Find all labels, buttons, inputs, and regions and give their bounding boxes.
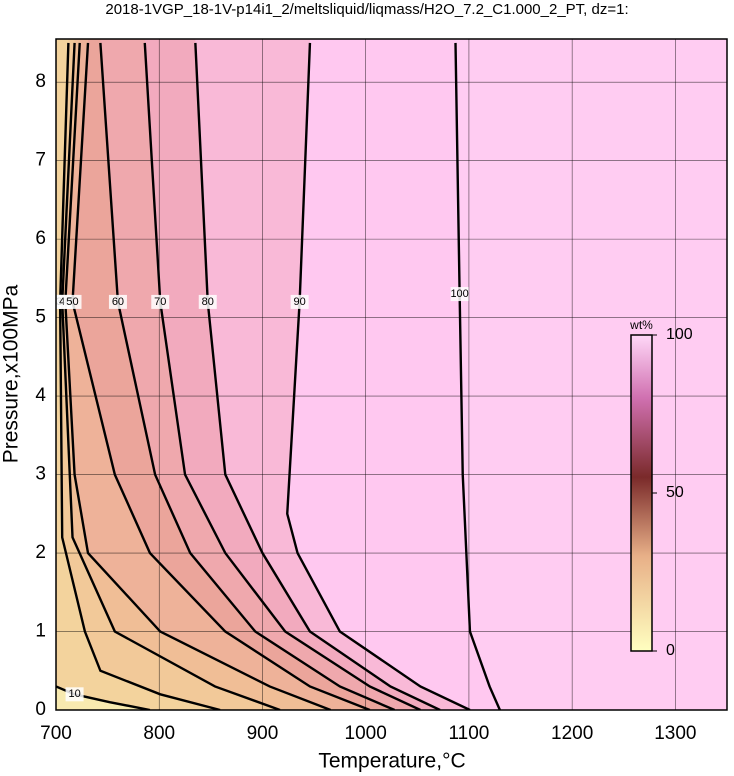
chart-title: 2018-1VGP_18-1V-p14i1_2/meltsliquid/liqm… bbox=[105, 1, 628, 18]
y-tick-label: 5 bbox=[35, 307, 46, 328]
colorbar-label: wt% bbox=[629, 318, 653, 332]
y-axis-label: Pressure,x100MPa bbox=[0, 284, 23, 463]
contour-label: 80 bbox=[202, 296, 214, 308]
contour-label-bg bbox=[65, 687, 84, 702]
y-tick-label: 2 bbox=[35, 542, 46, 563]
y-tick-label: 8 bbox=[35, 71, 46, 92]
contour-line bbox=[60, 42, 281, 710]
colorbar bbox=[630, 334, 653, 652]
x-tick-label: 800 bbox=[143, 723, 175, 744]
colorbar-tick-label: 0 bbox=[666, 642, 675, 659]
y-tick-label: 1 bbox=[35, 621, 46, 642]
contour-label: 100 bbox=[450, 288, 468, 300]
contour-fill bbox=[455, 39, 727, 710]
contour-label: 70 bbox=[154, 296, 166, 308]
y-tick-label: 0 bbox=[35, 699, 46, 720]
contour-label-bg bbox=[63, 294, 82, 309]
contour-label-bg bbox=[198, 294, 217, 309]
x-tick-label: 1200 bbox=[551, 723, 593, 744]
contour-label-bg bbox=[108, 294, 127, 309]
x-tick-label: 1100 bbox=[448, 723, 489, 744]
x-axis-label: Temperature,°C bbox=[318, 750, 465, 773]
contour-label: 60 bbox=[112, 296, 124, 308]
colorbar-tick-label: 50 bbox=[666, 484, 684, 501]
plot-frame bbox=[55, 38, 728, 711]
contour-line bbox=[454, 42, 501, 710]
y-tick-label: 3 bbox=[35, 464, 46, 485]
contour-label-bg bbox=[151, 294, 170, 309]
contour-label: 10 bbox=[68, 688, 80, 700]
contour-label: 50 bbox=[66, 296, 78, 308]
y-tick-label: 7 bbox=[35, 150, 46, 171]
x-tick-label: 700 bbox=[40, 723, 72, 744]
y-tick-label: 6 bbox=[35, 228, 46, 249]
x-tick-label: 1000 bbox=[345, 723, 387, 744]
contour-label-bg bbox=[290, 294, 309, 309]
y-tick-label: 4 bbox=[35, 385, 46, 406]
x-tick-label: 1300 bbox=[654, 723, 696, 744]
x-tick-label: 900 bbox=[247, 723, 279, 744]
contour-label: 90 bbox=[293, 296, 305, 308]
plot-area: 102030405060708090100 bbox=[56, 39, 727, 710]
colorbar-tick-label: 100 bbox=[666, 326, 693, 343]
contour-line bbox=[56, 685, 151, 710]
contour-label-bg bbox=[450, 287, 469, 302]
